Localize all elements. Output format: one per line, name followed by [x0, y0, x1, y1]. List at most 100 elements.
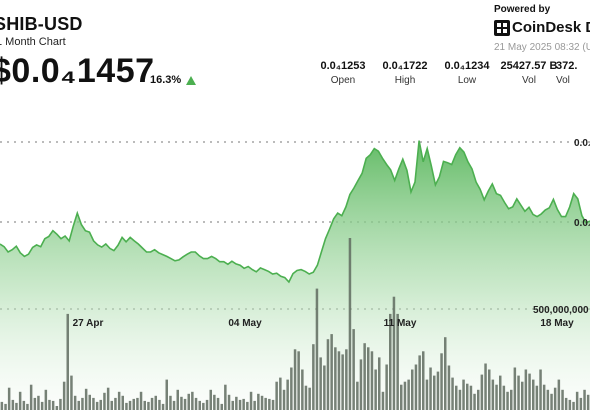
volume-bar — [172, 400, 176, 410]
volume-bar — [447, 365, 451, 410]
volume-bar — [73, 395, 77, 410]
volume-bar — [238, 399, 242, 410]
volume-bar — [279, 377, 282, 410]
volume-bar — [264, 397, 267, 410]
volume-bar — [550, 393, 553, 410]
volume-bar — [359, 359, 363, 410]
volume-bar — [451, 377, 454, 410]
price-line — [0, 140, 590, 284]
volume-bar — [528, 373, 531, 410]
volume-bar — [521, 381, 524, 410]
volume-bar — [323, 365, 326, 410]
volume-bar — [297, 351, 300, 410]
volume-bar — [510, 389, 513, 410]
volume-bar — [389, 313, 392, 410]
stat-high: 0.0₄1722 High — [370, 60, 440, 86]
volume-bar — [374, 369, 377, 410]
volume-bar — [110, 400, 113, 410]
volume-bar — [546, 389, 550, 410]
volume-bar — [564, 397, 568, 410]
volume-bar — [121, 395, 124, 410]
volume-bar — [513, 367, 517, 410]
volume-bar — [469, 385, 473, 410]
stat-volume-2: 372. Vol — [556, 60, 590, 86]
volume-bar — [586, 394, 590, 410]
volume-bar — [242, 398, 245, 410]
volume-bar — [15, 402, 18, 410]
volume-bar — [381, 391, 385, 410]
volume-bar — [66, 313, 69, 410]
y-tick-label: 500,000,000 — [533, 305, 589, 316]
volume-bar — [312, 344, 315, 410]
stat-volume: 25427.57 B Vol — [494, 60, 564, 86]
x-tick-label: 18 May — [540, 318, 574, 329]
volume-bar — [77, 400, 80, 410]
volume-bar — [55, 406, 59, 410]
volume-bar — [271, 399, 275, 410]
volume-bar — [444, 337, 447, 410]
volume-bar — [392, 296, 396, 410]
volume-bar — [202, 402, 205, 410]
volume-bar — [37, 395, 40, 410]
volume-bar — [477, 389, 480, 410]
volume-bar — [117, 391, 121, 410]
volume-bar — [370, 351, 374, 410]
volume-bar — [26, 403, 29, 410]
volume-bar — [260, 395, 264, 410]
volume-bar — [436, 371, 440, 410]
volume-bar — [542, 384, 546, 410]
stat-open: 0.0₄1253 Open — [308, 60, 378, 86]
volume-bar — [231, 400, 234, 410]
volume-bar — [568, 399, 572, 410]
volume-bar — [114, 397, 117, 410]
stat-volume-label: Vol — [522, 75, 536, 86]
y-tick-label: 0.0₄ — [574, 218, 590, 229]
volume-bar — [499, 375, 502, 410]
price-change: 16.3% — [150, 74, 182, 86]
stat-volume-value: 25427.57 B — [500, 60, 558, 72]
stat-low-value: 0.0₄1234 — [444, 60, 490, 72]
volume-bar — [33, 397, 37, 410]
volume-bar — [286, 379, 289, 410]
volume-bar — [29, 384, 33, 410]
volume-bar — [315, 288, 319, 410]
volume-bar — [4, 403, 7, 410]
volume-bar — [194, 397, 198, 410]
volume-bar — [62, 381, 66, 410]
volume-bar — [403, 381, 407, 410]
volume-bar — [253, 400, 256, 410]
current-price: $0.0₄1457 — [0, 52, 155, 90]
volume-bar — [198, 400, 201, 410]
volume-bar — [473, 393, 476, 410]
volume-bar — [191, 391, 194, 410]
volume-bar — [70, 375, 73, 410]
volume-bar — [433, 375, 436, 410]
volume-bar — [466, 383, 469, 410]
chart-title: SHIB-USD — [0, 14, 83, 34]
volume-bar — [458, 389, 462, 410]
volume-bar — [11, 399, 15, 410]
volume-bar — [367, 347, 370, 410]
volume-bar — [282, 389, 286, 410]
volume-bar — [429, 367, 432, 410]
stat-high-label: High — [394, 75, 416, 86]
volume-bar — [301, 369, 304, 410]
volume-bar — [95, 401, 99, 410]
volume-bar — [275, 381, 278, 410]
volume-bar — [517, 375, 520, 410]
stat-open-value: 0.0₄1253 — [320, 60, 366, 72]
volume-bar — [136, 397, 139, 410]
volume-bar — [363, 343, 366, 410]
stat-high-value: 0.0₄1722 — [382, 60, 428, 72]
volume-bar — [154, 395, 157, 410]
volume-bar — [356, 381, 359, 410]
x-tick-label: 04 May — [228, 318, 262, 329]
volume-bar — [246, 401, 249, 410]
volume-bar — [183, 398, 187, 410]
volume-bar — [40, 401, 44, 410]
volume-bar — [378, 357, 381, 410]
volume-bar — [411, 369, 414, 410]
volume-bar — [125, 402, 128, 410]
volume-bar — [502, 385, 506, 410]
volume-bar — [440, 353, 443, 410]
